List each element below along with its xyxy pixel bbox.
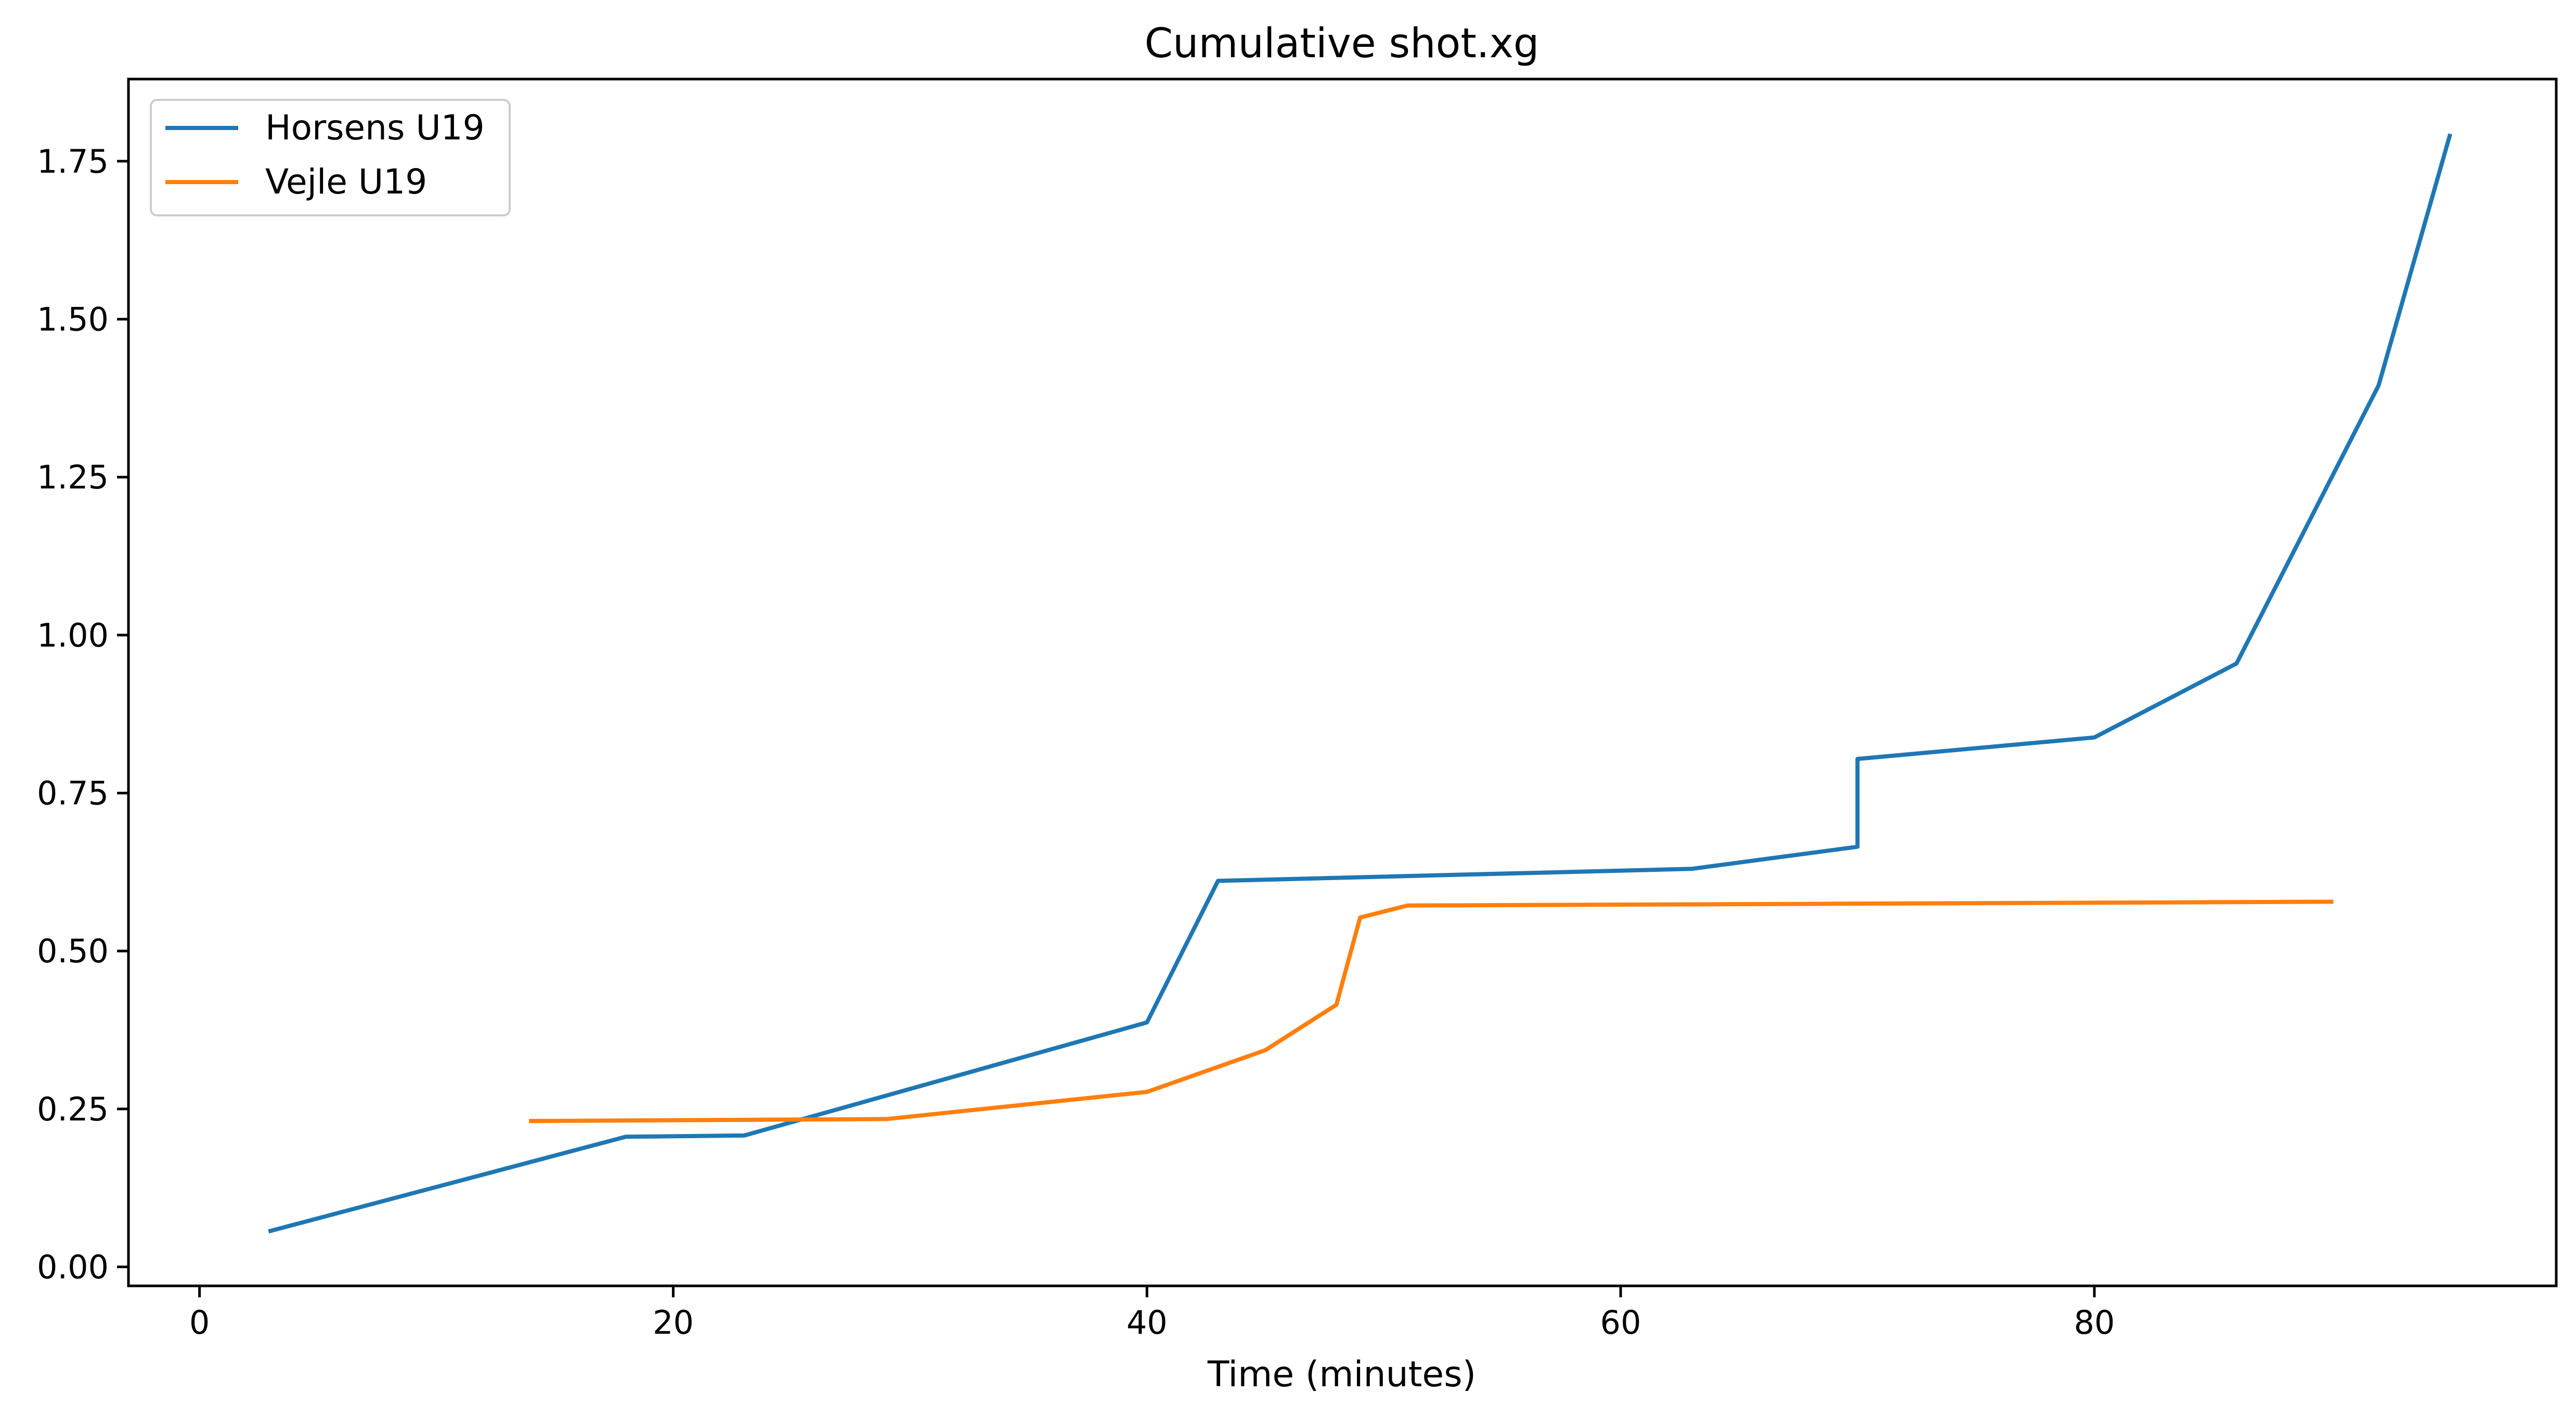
y-tick-label: 1.25 bbox=[37, 458, 109, 496]
y-axis-ticks: 0.00 0.25 0.50 0.75 1.00 1.25 1.50 1.75 bbox=[37, 143, 128, 1286]
series-lines bbox=[268, 133, 2453, 1234]
x-axis-title: Time (minutes) bbox=[1207, 1354, 1476, 1395]
y-tick-label: 0.75 bbox=[37, 775, 109, 813]
y-tick-label: 0.50 bbox=[37, 932, 109, 970]
x-axis-ticks: 0 20 40 60 80 bbox=[189, 1286, 2115, 1342]
legend-label-horsens-u19: Horsens U19 bbox=[265, 108, 485, 148]
y-tick-label: 0.25 bbox=[37, 1090, 109, 1128]
chart-title: Cumulative shot.xg bbox=[1145, 20, 1539, 67]
y-tick-label: 1.50 bbox=[37, 301, 109, 339]
plot-area: 0 20 40 60 80 0.00 0.25 0.50 0.75 1.00 1.25 1.50 1.… bbox=[37, 78, 2558, 1342]
x-tick-label: 60 bbox=[1600, 1304, 1641, 1342]
legend-label-vejle-u19: Vejle U19 bbox=[265, 162, 427, 202]
y-tick-label: 1.00 bbox=[37, 616, 109, 654]
y-tick-label: 0.00 bbox=[37, 1248, 109, 1286]
legend-box bbox=[150, 99, 511, 216]
x-tick-label: 0 bbox=[189, 1304, 210, 1342]
x-tick-label: 40 bbox=[1127, 1304, 1168, 1342]
legend: Horsens U19 Vejle U19 bbox=[150, 99, 511, 216]
y-tick-label: 1.75 bbox=[37, 143, 109, 181]
plot-frame bbox=[127, 78, 2558, 1287]
series-line-horsens-u19 bbox=[268, 133, 2453, 1234]
x-tick-label: 20 bbox=[653, 1304, 694, 1342]
series-line-vejle-u19 bbox=[529, 899, 2334, 1124]
x-tick-label: 80 bbox=[2074, 1304, 2115, 1342]
